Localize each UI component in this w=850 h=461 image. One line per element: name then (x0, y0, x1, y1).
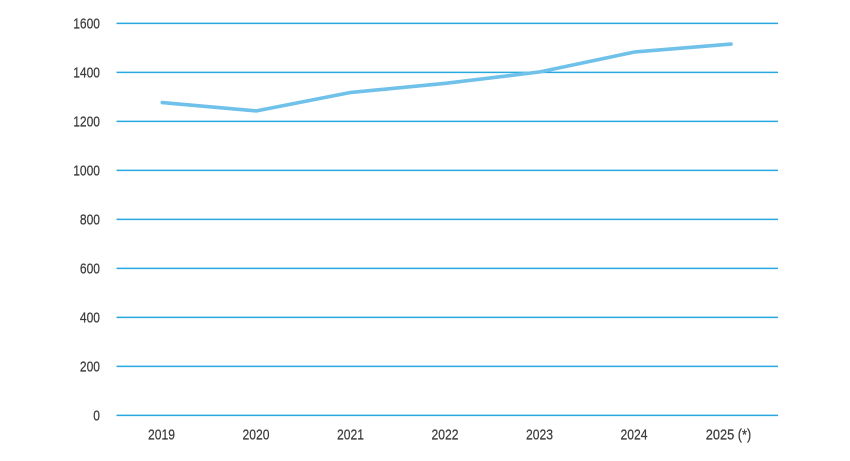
svg-text:0: 0 (93, 408, 100, 425)
svg-text:800: 800 (80, 212, 100, 229)
svg-text:2024: 2024 (621, 426, 648, 443)
svg-text:1000: 1000 (73, 163, 100, 180)
svg-text:1400: 1400 (73, 65, 100, 82)
svg-text:2019: 2019 (148, 426, 175, 443)
svg-text:2021: 2021 (337, 426, 364, 443)
svg-text:2025 (*): 2025 (*) (706, 426, 752, 443)
svg-text:200: 200 (80, 359, 100, 376)
svg-text:2022: 2022 (432, 426, 459, 443)
svg-text:600: 600 (80, 261, 100, 278)
svg-text:2023: 2023 (526, 426, 553, 443)
svg-text:400: 400 (80, 310, 100, 327)
svg-text:1200: 1200 (73, 114, 100, 131)
svg-text:1600: 1600 (73, 16, 100, 33)
svg-text:2020: 2020 (243, 426, 270, 443)
